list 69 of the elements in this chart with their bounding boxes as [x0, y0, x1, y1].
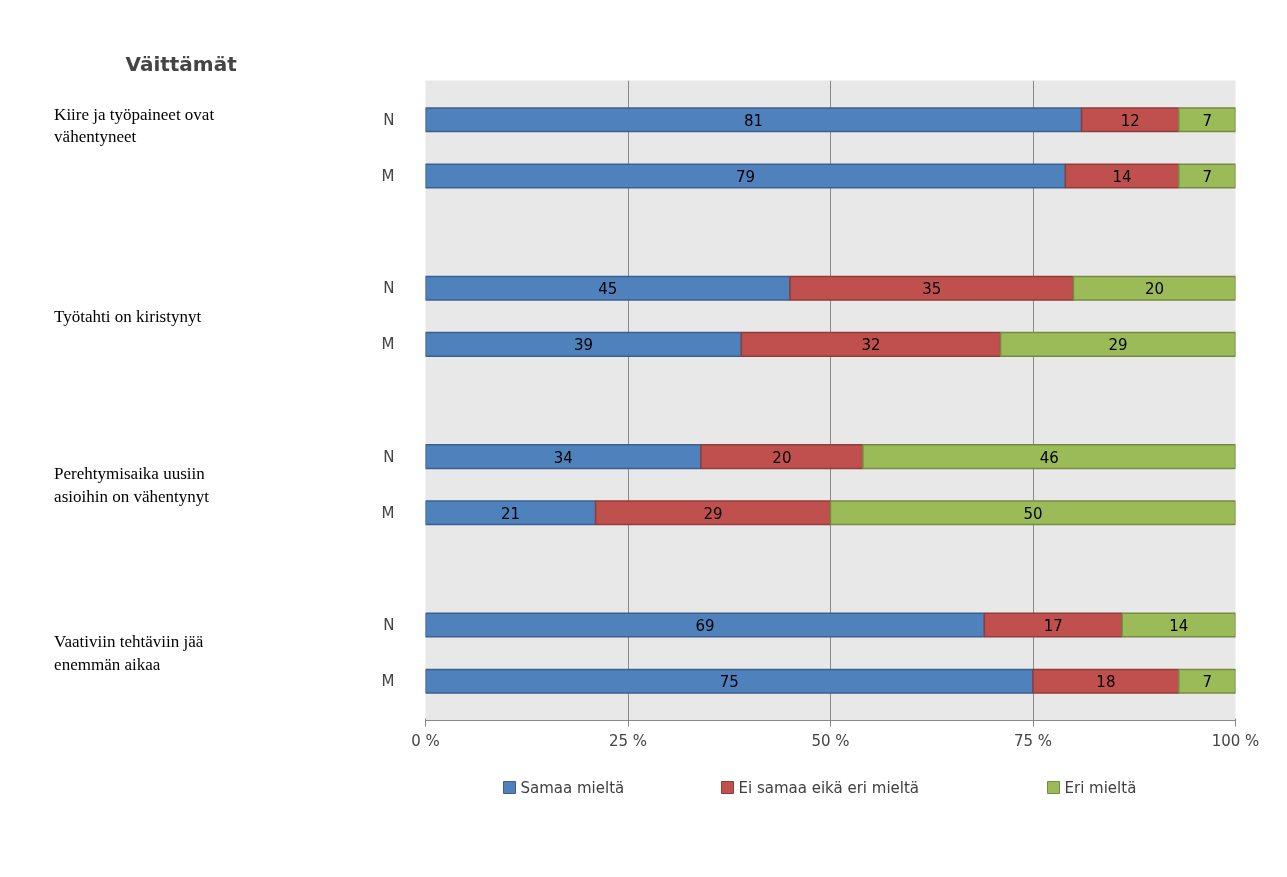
data-label: 32 — [861, 336, 881, 355]
data-label: 34 — [553, 448, 573, 467]
bar — [999, 331, 1236, 357]
bar — [425, 275, 791, 301]
bar — [425, 163, 1067, 189]
text: Väittämät — [125, 51, 238, 76]
bar — [789, 275, 1075, 301]
data-label: 20 — [772, 448, 792, 467]
data-label: 29 — [1108, 336, 1128, 355]
bar — [1178, 107, 1236, 133]
data-label: 17 — [1043, 617, 1063, 636]
data-label: 79 — [735, 167, 755, 186]
data-label: 12 — [1120, 111, 1140, 130]
data-label: 69 — [695, 617, 715, 636]
data-label: 18 — [1096, 673, 1116, 692]
data-label: 14 — [1169, 617, 1189, 636]
legend-label: Eri mieltä — [1064, 778, 1137, 797]
y-tick-label: M — [381, 335, 395, 354]
bar — [1064, 163, 1180, 189]
y-tick-label: N — [383, 447, 395, 466]
data-label: 45 — [598, 280, 618, 299]
bar — [425, 668, 1034, 694]
bar — [829, 500, 1236, 526]
data-label: 29 — [703, 504, 723, 523]
bar — [1032, 668, 1180, 694]
data-label: 75 — [719, 673, 739, 692]
y-tick-label: M — [381, 166, 395, 185]
bar — [1080, 107, 1180, 133]
data-label: 7 — [1202, 673, 1212, 692]
data-label: 46 — [1039, 448, 1059, 467]
data-label: 39 — [573, 336, 593, 355]
bar — [862, 444, 1236, 470]
y-tick-label: M — [381, 503, 395, 522]
data-label: 14 — [1112, 167, 1132, 186]
bar — [740, 331, 1002, 357]
data-label: 81 — [744, 111, 764, 130]
y-tick-label: N — [383, 110, 395, 129]
x-tick-label: 50 % — [811, 731, 850, 750]
y-tick-label: M — [381, 672, 395, 691]
legend-label: Samaa mieltä — [520, 778, 625, 797]
text: Perehtymisaika uusiin asioihin on vähentynyt — [54, 463, 210, 506]
data-label: 50 — [1023, 504, 1043, 523]
data-label: 35 — [922, 280, 942, 299]
bar — [425, 444, 702, 470]
bar — [594, 500, 832, 526]
bar — [425, 612, 986, 638]
bar — [1178, 163, 1236, 189]
x-tick-label: 75 % — [1013, 731, 1053, 750]
x-tick-label: 25 % — [608, 731, 648, 750]
bar — [1178, 668, 1236, 694]
text: Vaativiin tehtäviin jää enemmän aikaa — [54, 632, 204, 675]
y-tick-label: N — [383, 279, 395, 298]
data-label: 7 — [1202, 167, 1212, 186]
x-tick-label: 100 % — [1211, 731, 1260, 750]
bar — [425, 331, 743, 357]
text: Kiire ja työpaineet ovat vähentyneet — [54, 104, 215, 147]
data-label: 20 — [1144, 280, 1165, 299]
legend-label: Ei samaa eikä eri mieltä — [738, 778, 920, 797]
data-label: 7 — [1202, 111, 1212, 130]
bar — [1072, 275, 1236, 301]
bar — [1121, 612, 1236, 638]
bar — [425, 107, 1083, 133]
text: Työtahti on kiristynyt — [54, 306, 202, 326]
data-label: 21 — [501, 504, 521, 523]
x-tick-label: 0 % — [411, 731, 440, 750]
y-tick-label: N — [383, 616, 395, 635]
bar — [983, 612, 1123, 638]
bar — [425, 500, 597, 526]
bar — [700, 444, 864, 470]
